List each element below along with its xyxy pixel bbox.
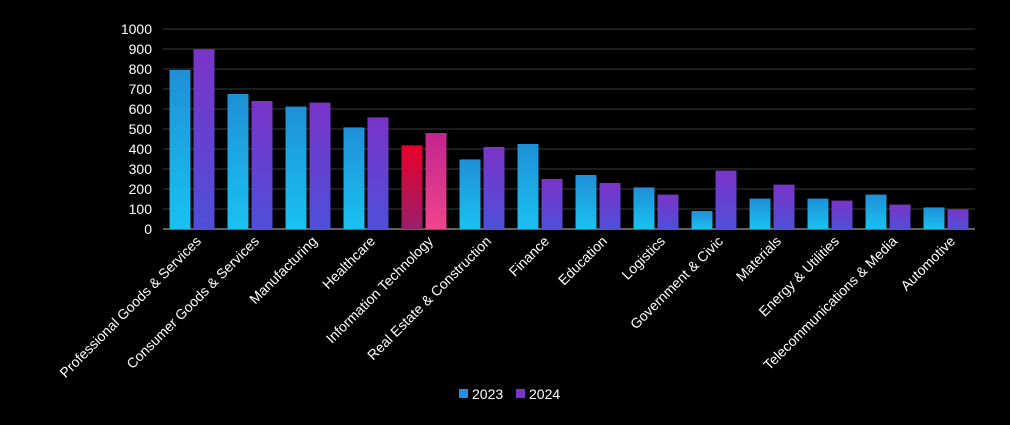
bar-2024: [541, 179, 563, 229]
bar-2024: [831, 200, 853, 229]
x-category-label: Real Estate & Construction: [364, 233, 494, 363]
bar-2023: [343, 127, 365, 229]
bar-2023: [691, 211, 713, 229]
bar-2023: [923, 207, 945, 229]
y-tick-label: 900: [129, 41, 153, 57]
bar-2024: [251, 101, 273, 229]
x-category-label: Logistics: [618, 233, 668, 283]
x-category-label: Materials: [733, 233, 784, 284]
bar-2023: [865, 194, 887, 229]
legend-swatch-2023: [459, 389, 468, 398]
bar-2023: [633, 187, 655, 229]
y-tick-label: 100: [129, 201, 153, 217]
bar-2024: [947, 209, 969, 229]
y-tick-label: 800: [129, 61, 153, 77]
bar-2023: [285, 106, 307, 229]
bar-2024: [657, 194, 679, 229]
y-tick-label: 500: [129, 121, 153, 137]
y-tick-label: 300: [129, 161, 153, 177]
x-category-label: Healthcare: [319, 233, 378, 292]
bars: [169, 49, 969, 230]
bar-2023: [749, 198, 771, 229]
y-tick-label: 600: [129, 101, 153, 117]
y-tick-label: 400: [129, 141, 153, 157]
x-category-label: Finance: [506, 233, 553, 280]
bar-2024: [425, 133, 447, 229]
bar-2023: [459, 159, 481, 229]
bar-2024: [193, 49, 215, 230]
gridlines: [163, 28, 975, 230]
x-category-label: Automotive: [897, 233, 958, 294]
bar-2023: [807, 198, 829, 229]
y-tick-label: 700: [129, 81, 153, 97]
legend-swatch-2024: [516, 389, 525, 398]
legend: 2023 2024: [459, 386, 560, 402]
bar-2024: [599, 183, 621, 229]
x-category-label: Education: [555, 233, 610, 288]
y-axis-ticks: 0 100 200 300 400 500 600 700 800 900 1000: [121, 21, 152, 237]
y-tick-label: 200: [129, 181, 153, 197]
legend-label-2024: 2024: [529, 386, 560, 402]
bar-2024: [889, 204, 911, 229]
y-tick-label: 0: [144, 221, 152, 237]
x-category-label: Information Technology: [323, 233, 436, 346]
bar-2024: [773, 184, 795, 229]
bar-2023: [401, 145, 423, 229]
bar-2024: [715, 170, 737, 229]
bar-2024: [367, 117, 389, 229]
bar-2024: [309, 102, 331, 229]
legend-label-2023: 2023: [472, 386, 503, 402]
bar-2023: [169, 70, 191, 229]
bar-2023: [517, 144, 539, 229]
y-tick-label: 1000: [121, 21, 152, 37]
bar-2023: [575, 175, 597, 229]
bar-2023: [227, 94, 249, 229]
bar-2024: [483, 147, 505, 229]
